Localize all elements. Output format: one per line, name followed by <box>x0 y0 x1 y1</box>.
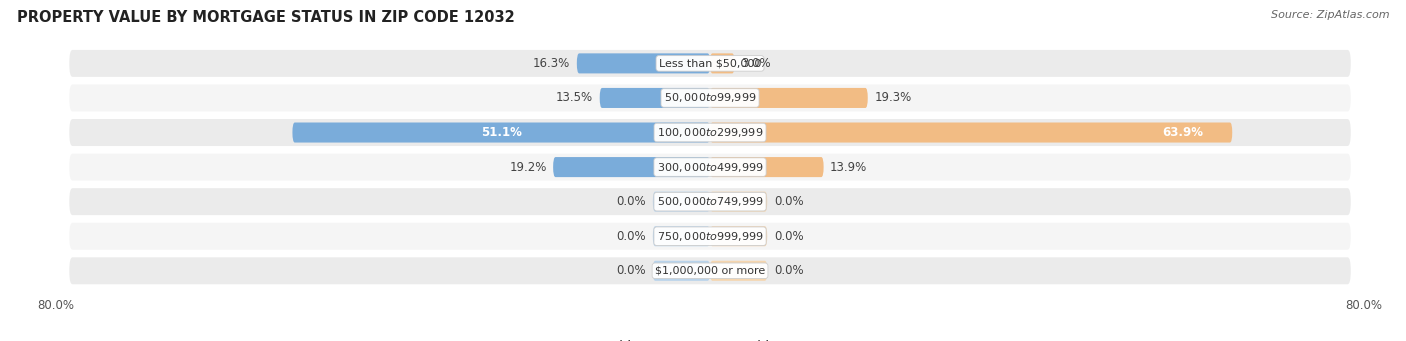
Legend: Without Mortgage, With Mortgage: Without Mortgage, With Mortgage <box>582 336 838 341</box>
FancyBboxPatch shape <box>710 88 868 108</box>
Text: 51.1%: 51.1% <box>481 126 522 139</box>
FancyBboxPatch shape <box>710 157 824 177</box>
Text: 0.0%: 0.0% <box>617 230 647 243</box>
FancyBboxPatch shape <box>652 261 710 281</box>
Text: $300,000 to $499,999: $300,000 to $499,999 <box>657 161 763 174</box>
FancyBboxPatch shape <box>69 257 1351 284</box>
Text: 0.0%: 0.0% <box>773 264 803 277</box>
Text: $1,000,000 or more: $1,000,000 or more <box>655 266 765 276</box>
FancyBboxPatch shape <box>652 226 710 246</box>
Text: 13.5%: 13.5% <box>555 91 593 104</box>
FancyBboxPatch shape <box>652 192 710 212</box>
FancyBboxPatch shape <box>710 53 734 73</box>
FancyBboxPatch shape <box>576 53 710 73</box>
FancyBboxPatch shape <box>69 119 1351 146</box>
Text: 0.0%: 0.0% <box>617 195 647 208</box>
FancyBboxPatch shape <box>69 50 1351 77</box>
Text: 0.0%: 0.0% <box>617 264 647 277</box>
Text: $50,000 to $99,999: $50,000 to $99,999 <box>664 91 756 104</box>
Text: $100,000 to $299,999: $100,000 to $299,999 <box>657 126 763 139</box>
Text: PROPERTY VALUE BY MORTGAGE STATUS IN ZIP CODE 12032: PROPERTY VALUE BY MORTGAGE STATUS IN ZIP… <box>17 10 515 25</box>
FancyBboxPatch shape <box>710 122 1232 143</box>
FancyBboxPatch shape <box>69 153 1351 181</box>
FancyBboxPatch shape <box>292 122 710 143</box>
Text: 19.2%: 19.2% <box>509 161 547 174</box>
FancyBboxPatch shape <box>69 85 1351 112</box>
FancyBboxPatch shape <box>600 88 710 108</box>
Text: 0.0%: 0.0% <box>773 230 803 243</box>
FancyBboxPatch shape <box>710 192 768 212</box>
Text: $500,000 to $749,999: $500,000 to $749,999 <box>657 195 763 208</box>
FancyBboxPatch shape <box>69 223 1351 250</box>
FancyBboxPatch shape <box>69 188 1351 215</box>
FancyBboxPatch shape <box>710 226 768 246</box>
Text: 19.3%: 19.3% <box>875 91 911 104</box>
FancyBboxPatch shape <box>710 261 768 281</box>
Text: 13.9%: 13.9% <box>830 161 868 174</box>
FancyBboxPatch shape <box>553 157 710 177</box>
Text: Less than $50,000: Less than $50,000 <box>659 58 761 69</box>
Text: $750,000 to $999,999: $750,000 to $999,999 <box>657 230 763 243</box>
Text: 63.9%: 63.9% <box>1163 126 1204 139</box>
Text: 0.0%: 0.0% <box>773 195 803 208</box>
Text: 16.3%: 16.3% <box>533 57 571 70</box>
Text: 3.0%: 3.0% <box>741 57 770 70</box>
Text: Source: ZipAtlas.com: Source: ZipAtlas.com <box>1271 10 1389 20</box>
